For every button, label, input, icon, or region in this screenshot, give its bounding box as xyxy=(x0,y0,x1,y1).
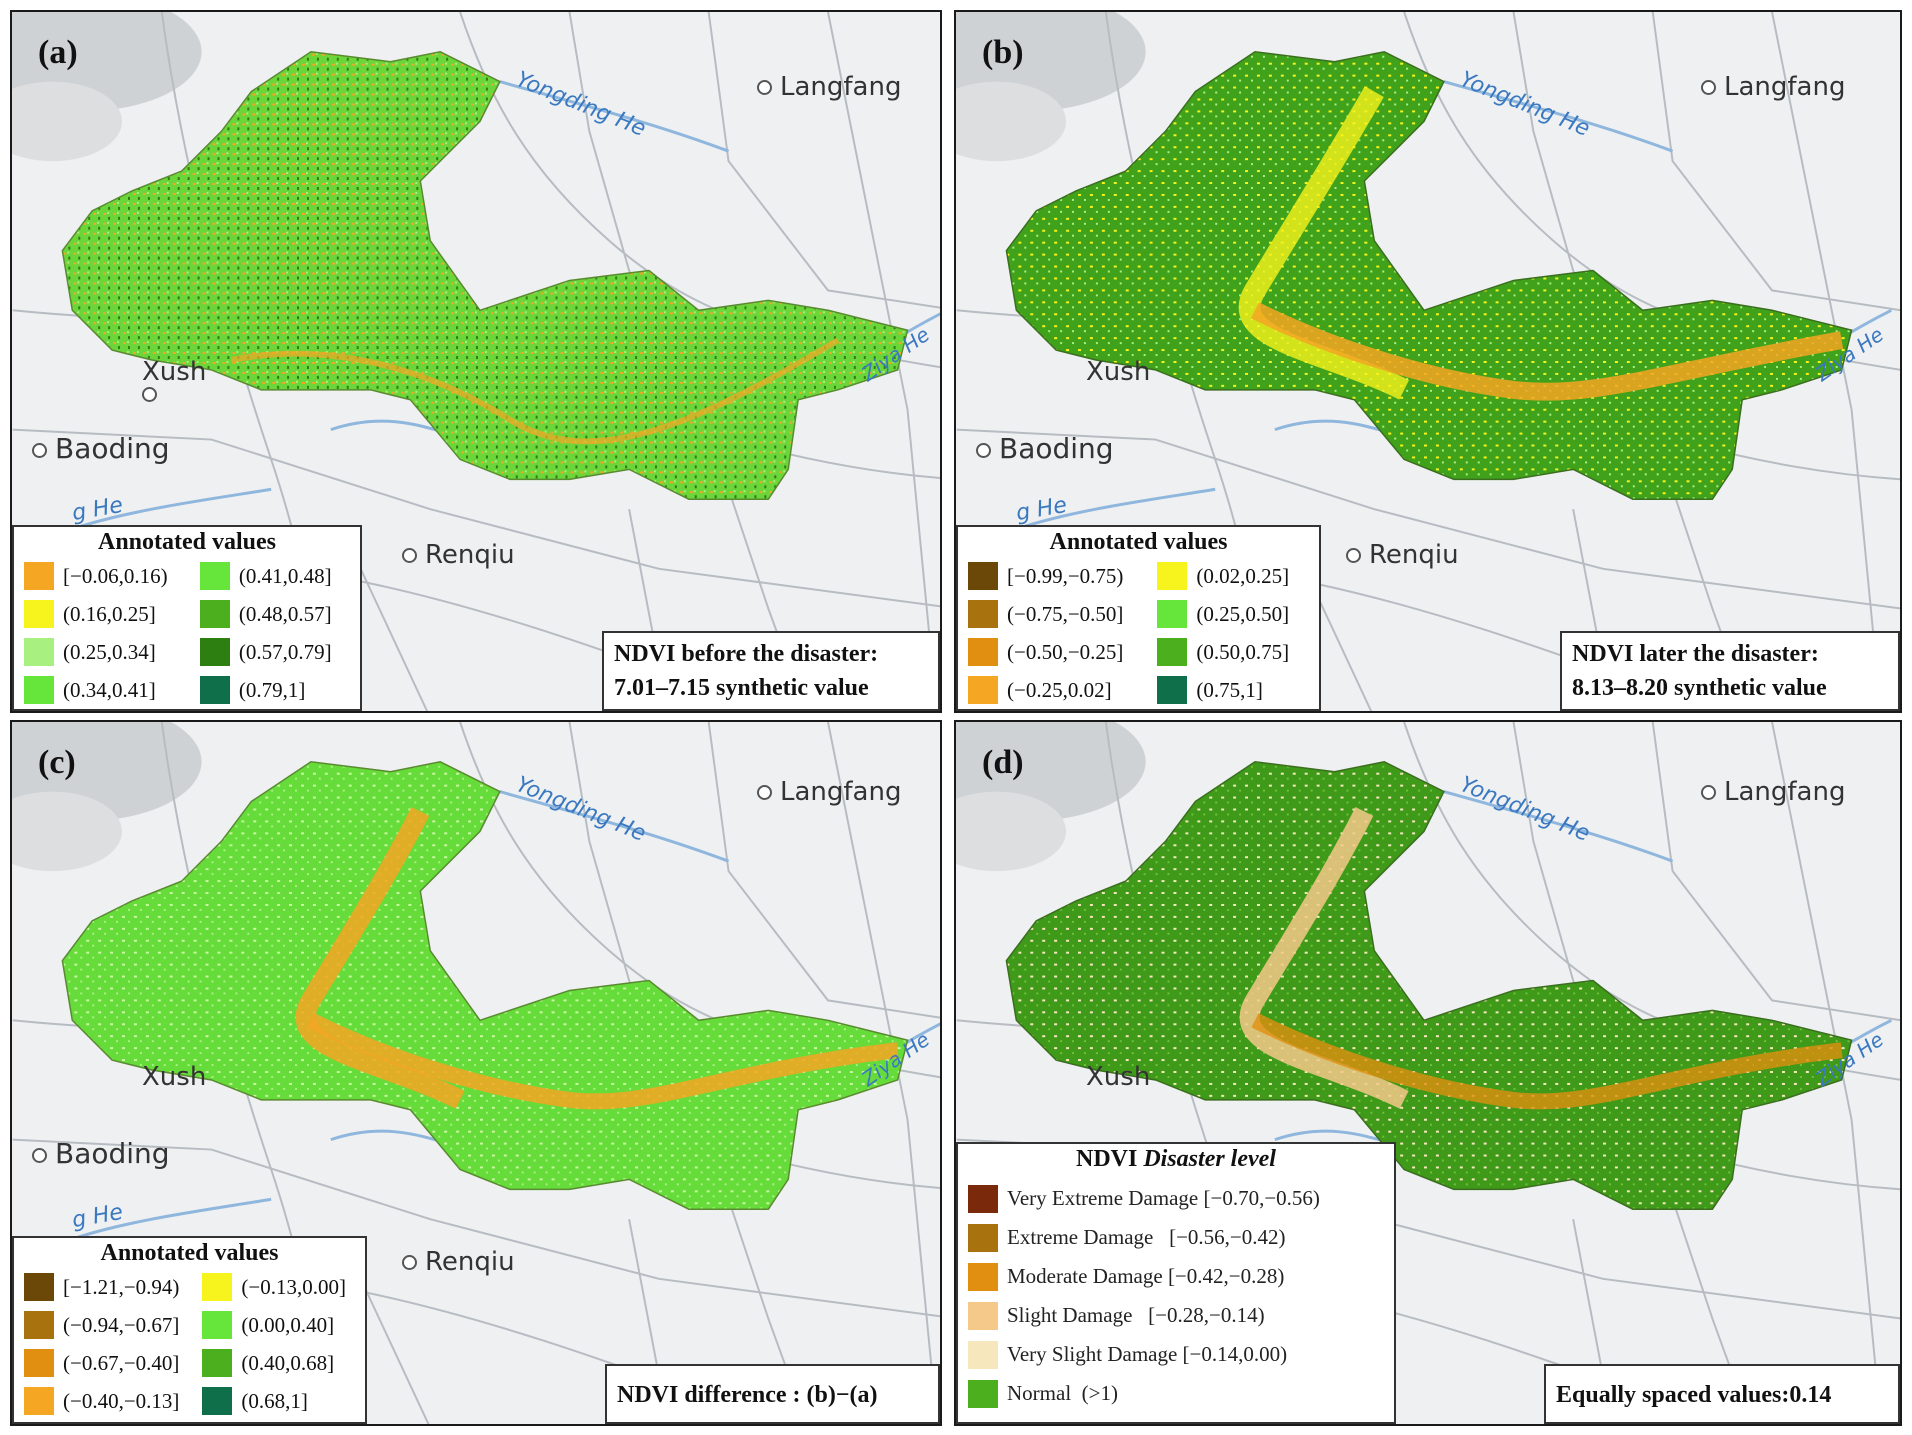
city-xush: Xush xyxy=(142,1062,207,1092)
legend-item: (0.00,0.40] xyxy=(202,1311,355,1339)
legend-item: (0.79,1] xyxy=(199,676,350,704)
panel-label: (c) xyxy=(38,744,76,781)
study-region xyxy=(1005,760,1853,1210)
legend-title: NDVI Disaster level xyxy=(1076,1146,1276,1172)
map-canvas xyxy=(12,12,940,711)
legend-item: Slight Damage [−0.28,−0.14) xyxy=(968,1296,1384,1335)
map-canvas xyxy=(12,722,940,1424)
legend: NDVI Disaster level Very Extreme Damage … xyxy=(956,1142,1396,1424)
legend-item: Extreme Damage [−0.56,−0.42) xyxy=(968,1218,1384,1257)
map-canvas xyxy=(956,722,1900,1424)
map-canvas xyxy=(956,12,1900,711)
legend-item: (0.02,0.25] xyxy=(1157,562,1309,590)
city-baoding: Baoding xyxy=(976,432,1114,465)
city-xush: Xush xyxy=(1086,1062,1151,1092)
legend-item: (0.34,0.41] xyxy=(24,676,186,704)
city-langfang: Langfang xyxy=(757,777,901,807)
panel-label: (b) xyxy=(982,34,1024,71)
legend-item: (0.68,1] xyxy=(202,1387,355,1415)
map-panel-a: (a) Langfang Xush Baoding Renqiu Yongdin… xyxy=(10,10,942,713)
panel-label: (d) xyxy=(982,744,1024,781)
map-panel-d: (d) Langfang Xush Yongding He Ziya He ND… xyxy=(954,720,1902,1426)
panel-label: (a) xyxy=(38,34,78,71)
legend: Annotated values [−1.21,−0.94) (−0.13,0.… xyxy=(12,1236,367,1424)
legend-item: (0.48,0.57] xyxy=(199,600,350,628)
legend: Annotated values [−0.99,−0.75) (0.02,0.2… xyxy=(956,525,1321,711)
city-langfang: Langfang xyxy=(1701,72,1845,102)
legend-item: (0.25,0.50] xyxy=(1157,600,1309,628)
city-renqiu: Renqiu xyxy=(402,1247,515,1277)
legend: Annotated values [−0.06,0.16) (0.41,0.48… xyxy=(12,525,362,711)
city-baoding: Baoding xyxy=(32,432,170,465)
legend-item: (−0.40,−0.13] xyxy=(24,1387,188,1415)
panel-note: NDVI later the disaster: 8.13–8.20 synth… xyxy=(1560,631,1900,711)
city-renqiu: Renqiu xyxy=(1346,540,1459,570)
city-xush: Xush xyxy=(1086,357,1151,387)
legend-item: [−0.99,−0.75) xyxy=(968,562,1143,590)
city-xush: Xush xyxy=(142,357,206,402)
legend-title: Annotated values xyxy=(1049,529,1228,555)
legend-item: (−0.50,−0.25] xyxy=(968,638,1143,666)
legend-grid: [−1.21,−0.94) (−0.13,0.00] (−0.94,−0.67]… xyxy=(14,1267,365,1423)
legend-grid: [−0.99,−0.75) (0.02,0.25] (−0.75,−0.50] … xyxy=(958,556,1319,711)
legend-item: (0.25,0.34] xyxy=(24,638,186,666)
study-region xyxy=(61,760,909,1210)
legend-item: (0.75,1] xyxy=(1157,676,1309,704)
legend-grid: [−0.06,0.16) (0.41,0.48] (0.16,0.25] (0.… xyxy=(14,556,360,711)
legend-item: [−0.06,0.16) xyxy=(24,562,186,590)
legend-title: Annotated values xyxy=(100,1240,279,1266)
legend-item: (0.50,0.75] xyxy=(1157,638,1309,666)
city-langfang: Langfang xyxy=(757,72,901,102)
legend-item: (0.16,0.25] xyxy=(24,600,186,628)
panel-note: NDVI difference : (b)−(a) xyxy=(605,1364,940,1424)
legend-item: Very Slight Damage [−0.14,0.00) xyxy=(968,1335,1384,1374)
legend-item: (0.57,0.79] xyxy=(199,638,350,666)
legend-item: (−0.13,0.00] xyxy=(202,1273,355,1301)
city-baoding: Baoding xyxy=(32,1137,170,1170)
map-panel-c: (c) Langfang Xush Baoding Renqiu Yongdin… xyxy=(10,720,942,1426)
legend-title: Annotated values xyxy=(97,529,277,555)
legend-list: Very Extreme Damage [−0.70,−0.56) Extrem… xyxy=(958,1173,1394,1421)
legend-item: (−0.75,−0.50] xyxy=(968,600,1143,628)
legend-item: (−0.25,0.02] xyxy=(968,676,1143,704)
legend-item: [−1.21,−0.94) xyxy=(24,1273,188,1301)
legend-item: (−0.67,−0.40] xyxy=(24,1349,188,1377)
map-panel-b: (b) Langfang Xush Baoding Renqiu Yongdin… xyxy=(954,10,1902,713)
legend-item: (0.41,0.48] xyxy=(199,562,350,590)
study-region xyxy=(61,50,909,500)
legend-item: (0.40,0.68] xyxy=(202,1349,355,1377)
panel-note: Equally spaced values:0.14 xyxy=(1544,1364,1900,1424)
city-renqiu: Renqiu xyxy=(402,540,515,570)
legend-item: Moderate Damage [−0.42,−0.28) xyxy=(968,1257,1384,1296)
legend-item: (−0.94,−0.67] xyxy=(24,1311,188,1339)
panel-note: NDVI before the disaster: 7.01–7.15 synt… xyxy=(602,631,940,711)
legend-item: Very Extreme Damage [−0.70,−0.56) xyxy=(968,1179,1384,1218)
city-langfang: Langfang xyxy=(1701,777,1845,807)
legend-item: Normal (>1) xyxy=(968,1374,1384,1413)
